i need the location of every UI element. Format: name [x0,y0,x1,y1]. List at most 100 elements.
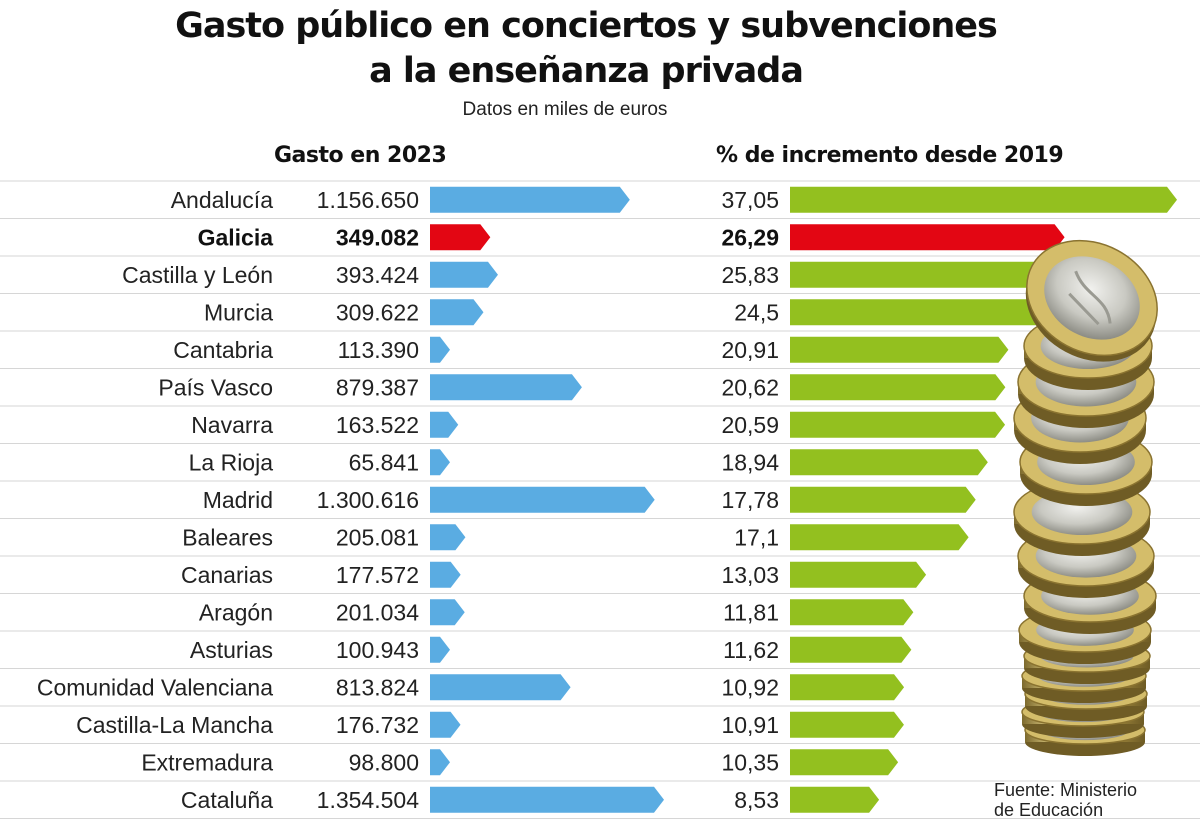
incremento-bar [790,486,976,513]
incremento-value-label: 13,03 [721,562,779,588]
incremento-bar [790,299,1046,326]
gasto-value-label: 163.522 [336,412,419,438]
incremento-bar [790,599,914,626]
labels-layer: Andalucía 1.156.650 37,05 Galicia 349.082 26,… [37,187,779,813]
incremento-value-label: 20,62 [721,374,779,400]
region-label: Murcia [204,299,273,325]
incremento-bar [790,374,1006,401]
incremento-bar [790,449,988,476]
incremento-bar [790,786,880,813]
gasto-bar [430,524,466,551]
gasto-value-label: 177.572 [336,562,419,588]
incremento-bar [790,261,1060,288]
region-label: Baleares [182,524,273,550]
gasto-value-label: 100.943 [336,637,419,663]
incremento-value-label: 20,91 [721,337,779,363]
gasto-value-label: 176.732 [336,712,419,738]
incremento-bar [790,711,904,738]
incremento-value-label: 24,5 [734,299,779,325]
incremento-value-label: 11,62 [723,637,779,663]
incremento-value-label: 18,94 [721,449,779,475]
incremento-value-label: 10,91 [721,712,779,738]
gasto-value-label: 1.300.616 [317,487,419,513]
gasto-value-label: 1.354.504 [317,787,420,813]
gasto-bar [430,599,465,626]
region-label: Comunidad Valenciana [37,674,273,700]
column-header-incremento: % de incremento desde 2019 [716,143,1064,168]
row-separators [0,180,1200,819]
region-label: La Rioja [189,449,274,475]
region-label: Castilla y León [122,262,273,288]
gasto-value-label: 201.034 [336,599,419,625]
region-label: Cataluña [181,787,273,813]
incremento-value-label: 8,53 [734,787,779,813]
gasto-bar [430,486,655,513]
incremento-bar [790,561,927,588]
gasto-value-label: 98.800 [349,749,419,775]
region-label: País Vasco [158,374,273,400]
region-label: Andalucía [171,187,274,213]
gasto-bar [430,224,491,251]
source-note: Fuente: Ministerio de Educación [994,780,1137,820]
gasto-value-label: 309.622 [336,299,419,325]
gasto-bar [430,186,630,213]
gasto-bar [430,261,498,288]
source-line-2: de Educación [994,800,1104,820]
incremento-value-label: 17,1 [734,524,779,550]
gasto-bar [430,449,450,476]
gasto-bar [430,711,461,738]
chart-title-line-1: Gasto público en conciertos y subvencion… [175,6,998,46]
coin-tilted [1025,239,1158,362]
incremento-bar [790,524,969,551]
region-label: Castilla-La Mancha [76,712,273,738]
region-label: Aragón [199,599,273,625]
gasto-bar [430,561,461,588]
incremento-bar [790,411,1006,438]
region-label: Extremadura [141,749,273,775]
region-label: Galicia [198,224,274,250]
gasto-value-label: 393.424 [336,262,419,288]
gasto-bar [430,674,571,701]
incremento-bar [790,336,1009,363]
column-header-gasto: Gasto en 2023 [274,143,447,168]
gasto-bar [430,336,450,363]
incremento-value-label: 10,92 [721,674,779,700]
gasto-value-label: 65.841 [349,449,419,475]
gasto-bar [430,749,450,776]
region-label: Canarias [181,562,273,588]
gasto-value-label: 113.390 [338,337,419,363]
coin-stack-illustration [1013,239,1158,756]
chart-title: Gasto público en conciertos y subvencion… [0,4,1172,94]
source-line-1: Fuente: Ministerio [994,780,1138,800]
incremento-value-label: 25,83 [721,262,779,288]
gasto-bar [430,299,484,326]
incremento-bar [790,224,1065,251]
region-label: Asturias [190,637,273,663]
incremento-bar [790,749,899,776]
region-label: Cantabria [173,337,273,363]
chart-title-line-2: a la enseñanza privada [369,51,804,91]
incremento-value-label: 11,81 [723,599,779,625]
region-label: Madrid [203,487,273,513]
gasto-value-label: 1.156.650 [317,187,419,213]
gasto-bar [430,636,450,663]
incremento-bar [790,186,1177,213]
incremento-value-label: 37,05 [721,187,779,213]
gasto-bar [430,411,459,438]
gasto-bar [430,374,582,401]
gasto-value-label: 813.824 [336,674,419,700]
gasto-value-label: 205.081 [336,524,419,550]
incremento-value-label: 10,35 [721,749,779,775]
incremento-value-label: 26,29 [721,224,779,250]
chart-subtitle: Datos en miles de euros [462,99,668,120]
region-label: Navarra [191,412,273,438]
incremento-bar [790,636,912,663]
bars-layer [430,186,1177,813]
incremento-value-label: 17,78 [721,487,779,513]
gasto-value-label: 349.082 [336,224,419,250]
gasto-bar [430,786,664,813]
gasto-value-label: 879.387 [336,374,419,400]
incremento-bar [790,674,905,701]
incremento-value-label: 20,59 [721,412,779,438]
